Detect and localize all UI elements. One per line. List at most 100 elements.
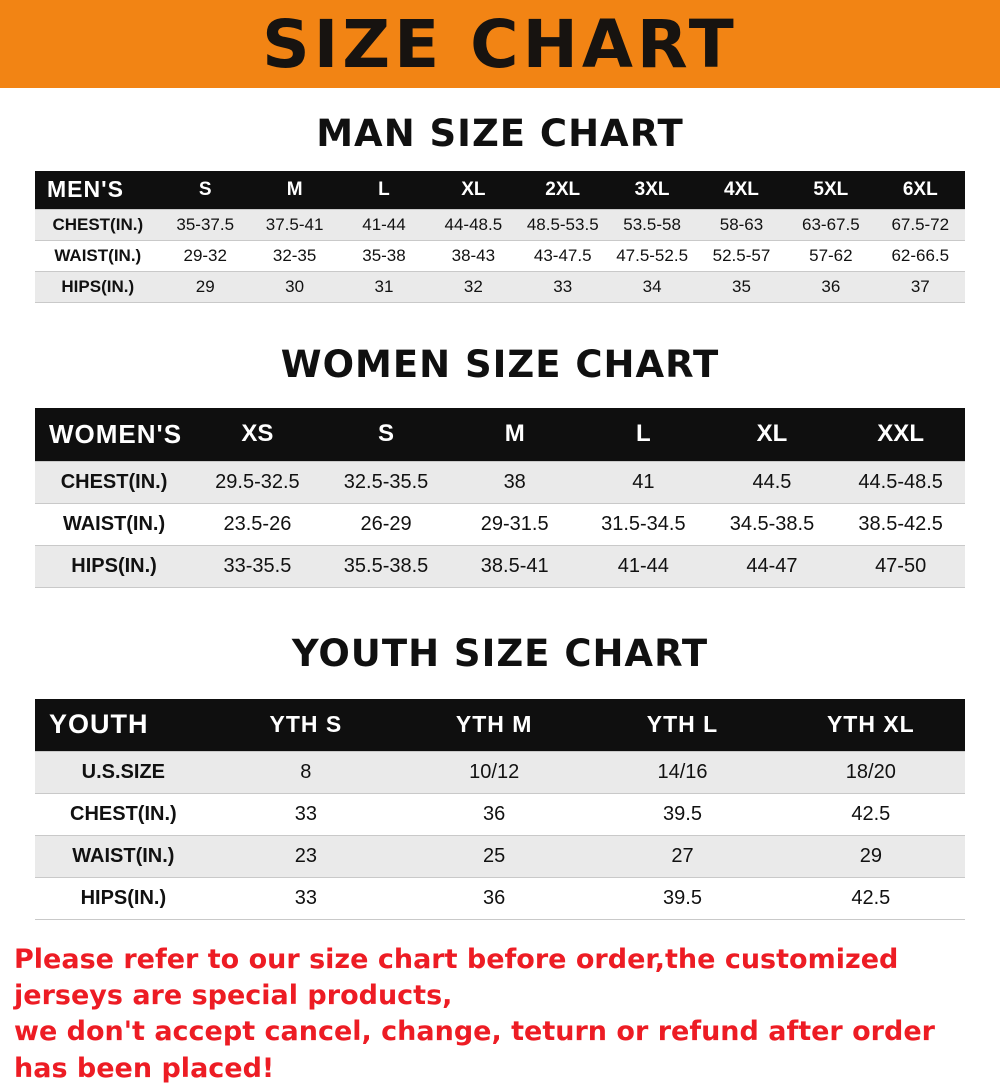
footer-note-line1: Please refer to our size chart before or… — [14, 942, 986, 1015]
column-header: XS — [193, 408, 322, 462]
column-header: YTH S — [212, 699, 400, 751]
column-header: XL — [429, 171, 518, 209]
column-header: L — [579, 408, 708, 462]
column-header: XL — [708, 408, 837, 462]
table-cell: 38-43 — [429, 240, 518, 271]
table-cell: 26-29 — [322, 504, 451, 546]
table-cell: 33 — [212, 793, 400, 835]
table-cell: 38.5-41 — [450, 546, 579, 588]
table-cell: 36 — [786, 271, 875, 302]
table-cell: 34.5-38.5 — [708, 504, 837, 546]
table-cell: 39.5 — [588, 877, 776, 919]
table-cell: 47.5-52.5 — [607, 240, 696, 271]
table-cell: 52.5-57 — [697, 240, 786, 271]
table-cell: 42.5 — [777, 793, 965, 835]
column-header: 4XL — [697, 171, 786, 209]
table-cell: 53.5-58 — [607, 209, 696, 240]
table-cell: 44.5-48.5 — [836, 462, 965, 504]
table-cell: 41-44 — [579, 546, 708, 588]
column-header: S — [322, 408, 451, 462]
table-cell: 39.5 — [588, 793, 776, 835]
table-cell: 29 — [161, 271, 250, 302]
table-cell: 29 — [777, 835, 965, 877]
column-header: L — [339, 171, 428, 209]
table-cell: 35.5-38.5 — [322, 546, 451, 588]
section-heading-youth: YOUTH SIZE CHART — [0, 632, 1000, 675]
column-header: S — [161, 171, 250, 209]
row-label: CHEST(IN.) — [35, 209, 161, 240]
page-title: SIZE CHART — [262, 6, 738, 83]
table-cell: 36 — [400, 793, 588, 835]
row-label: U.S.SIZE — [35, 751, 212, 793]
table-cell: 33 — [518, 271, 607, 302]
column-header: 6XL — [876, 171, 965, 209]
table-cell: 42.5 — [777, 877, 965, 919]
column-header: YTH M — [400, 699, 588, 751]
section-heading-men: MAN SIZE CHART — [0, 112, 1000, 155]
column-header: 2XL — [518, 171, 607, 209]
row-label: WAIST(IN.) — [35, 240, 161, 271]
footer-note-line2: we don't accept cancel, change, teturn o… — [14, 1014, 986, 1087]
table-cell: 38 — [450, 462, 579, 504]
table-cell: 41-44 — [339, 209, 428, 240]
table-cell: 36 — [400, 877, 588, 919]
table-cell: 35-38 — [339, 240, 428, 271]
table-cell: 32-35 — [250, 240, 339, 271]
table-cell: 38.5-42.5 — [836, 504, 965, 546]
section-heading-women: WOMEN SIZE CHART — [0, 343, 1000, 386]
table-cell: 29-31.5 — [450, 504, 579, 546]
table-cell: 47-50 — [836, 546, 965, 588]
table-cell: 43-47.5 — [518, 240, 607, 271]
table-cell: 58-63 — [697, 209, 786, 240]
table-cell: 18/20 — [777, 751, 965, 793]
row-label: HIPS(IN.) — [35, 271, 161, 302]
table-cell: 14/16 — [588, 751, 776, 793]
table-cell: 41 — [579, 462, 708, 504]
column-header: YTH XL — [777, 699, 965, 751]
table-cell: 30 — [250, 271, 339, 302]
row-label: HIPS(IN.) — [35, 877, 212, 919]
table-corner-label: WOMEN'S — [35, 408, 193, 462]
table-cell: 31.5-34.5 — [579, 504, 708, 546]
row-label: CHEST(IN.) — [35, 462, 193, 504]
table-cell: 37.5-41 — [250, 209, 339, 240]
row-label: HIPS(IN.) — [35, 546, 193, 588]
table-cell: 32.5-35.5 — [322, 462, 451, 504]
row-label: WAIST(IN.) — [35, 835, 212, 877]
footer-note: Please refer to our size chart before or… — [0, 942, 1000, 1087]
table-cell: 37 — [876, 271, 965, 302]
table-corner-label: YOUTH — [35, 699, 212, 751]
table-cell: 27 — [588, 835, 776, 877]
table-cell: 8 — [212, 751, 400, 793]
table-cell: 25 — [400, 835, 588, 877]
table-corner-label: MEN'S — [35, 171, 161, 209]
title-banner: SIZE CHART — [0, 0, 1000, 88]
column-header: YTH L — [588, 699, 776, 751]
row-label: CHEST(IN.) — [35, 793, 212, 835]
column-header: 3XL — [607, 171, 696, 209]
table-cell: 32 — [429, 271, 518, 302]
table-cell: 33 — [212, 877, 400, 919]
table-cell: 33-35.5 — [193, 546, 322, 588]
table-cell: 48.5-53.5 — [518, 209, 607, 240]
table-cell: 35 — [697, 271, 786, 302]
table-cell: 31 — [339, 271, 428, 302]
table-cell: 44-47 — [708, 546, 837, 588]
table-cell: 63-67.5 — [786, 209, 875, 240]
table-cell: 35-37.5 — [161, 209, 250, 240]
table-cell: 29.5-32.5 — [193, 462, 322, 504]
table-cell: 67.5-72 — [876, 209, 965, 240]
